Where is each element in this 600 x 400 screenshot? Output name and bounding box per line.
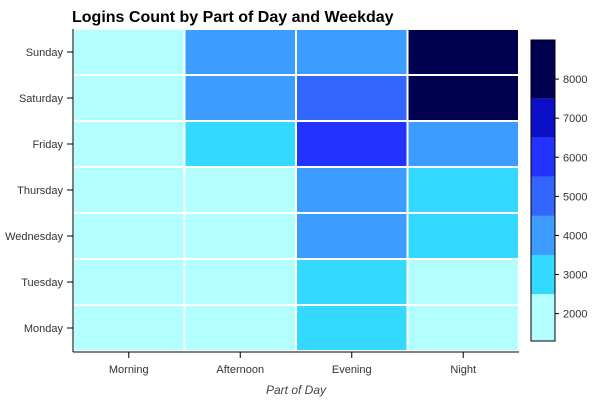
heatmap-cell-saturday-afternoon [183, 74, 297, 122]
x-tick-labels: Morning Afternoon Evening Night [109, 364, 476, 376]
x-tick-label-morning: Morning [109, 364, 149, 376]
colorbar-tick-label-3000: 3000 [563, 270, 587, 282]
x-tick-label-afternoon: Afternoon [216, 364, 264, 376]
colorbar-tick-label-4000: 4000 [563, 230, 587, 242]
y-tick-label-monday: Monday [24, 323, 64, 335]
heatmap-cell-sunday-morning [72, 28, 186, 76]
heatmap-cell-friday-evening [295, 120, 409, 168]
y-tick-label-thursday: Thursday [17, 185, 63, 197]
heatmap-cell-thursday-evening [295, 166, 409, 214]
x-axis-label: Part of Day [266, 383, 327, 397]
colorbar-bin-1 [531, 255, 555, 295]
heatmap-cell-sunday-night [406, 28, 520, 76]
heatmap-cell-sunday-afternoon [183, 28, 297, 76]
heatmap-cell-saturday-evening [295, 74, 409, 122]
x-tick-label-night: Night [450, 364, 476, 376]
colorbar-tick-label-8000: 8000 [563, 74, 587, 86]
heatmap-cell-wednesday-afternoon [183, 212, 297, 260]
colorbar: 2000 3000 4000 5000 6000 7000 8000 [530, 39, 587, 342]
heatmap-cell-tuesday-evening [295, 258, 409, 306]
colorbar-tick-label-2000: 2000 [563, 309, 587, 321]
heatmap-cells [72, 28, 520, 352]
y-tick-label-saturday: Saturday [19, 93, 64, 105]
heatmap-cell-friday-night [406, 120, 520, 168]
heatmap-cell-tuesday-morning [72, 258, 186, 306]
heatmap-cell-wednesday-night [406, 212, 520, 260]
y-tick-label-sunday: Sunday [26, 47, 64, 59]
colorbar-tick-label-5000: 5000 [563, 191, 587, 203]
heatmap-cell-wednesday-evening [295, 212, 409, 260]
heatmap-cell-friday-morning [72, 120, 186, 168]
colorbar-bin-2 [531, 215, 555, 255]
x-tick-label-evening: Evening [332, 364, 372, 376]
heatmap-cell-monday-morning [72, 304, 186, 352]
y-tick-labels: Sunday Saturday Friday Thursday Wednesday Tue… [5, 47, 63, 335]
heatmap-cell-monday-night [406, 304, 520, 352]
y-tick-label-friday: Friday [32, 139, 63, 151]
axes [67, 29, 519, 358]
colorbar-bin-4 [531, 137, 555, 177]
heatmap-cell-monday-evening [295, 304, 409, 352]
y-tick-label-tuesday: Tuesday [21, 277, 63, 289]
heatmap-cell-sunday-evening [295, 28, 409, 76]
heatmap-cell-saturday-morning [72, 74, 186, 122]
y-tick-label-wednesday: Wednesday [5, 231, 63, 243]
colorbar-tick-label-7000: 7000 [563, 113, 587, 125]
heatmap-cell-thursday-morning [72, 166, 186, 214]
heatmap-cell-thursday-afternoon [183, 166, 297, 214]
colorbar-bin-3 [531, 176, 555, 216]
heatmap-cell-saturday-night [406, 74, 520, 122]
colorbar-tick-label-6000: 6000 [563, 152, 587, 164]
heatmap-cell-monday-afternoon [183, 304, 297, 352]
colorbar-bin-5 [531, 98, 555, 138]
colorbar-bin-6 [531, 40, 555, 99]
heatmap-cell-tuesday-night [406, 258, 520, 306]
chart-title: Logins Count by Part of Day and Weekday [72, 9, 394, 26]
heatmap-cell-wednesday-morning [72, 212, 186, 260]
colorbar-bin-0 [531, 294, 555, 341]
heatmap-cell-friday-afternoon [183, 120, 297, 168]
colorbar-frame [530, 39, 556, 342]
heatmap-cell-thursday-night [406, 166, 520, 214]
heatmap-cell-tuesday-afternoon [183, 258, 297, 306]
